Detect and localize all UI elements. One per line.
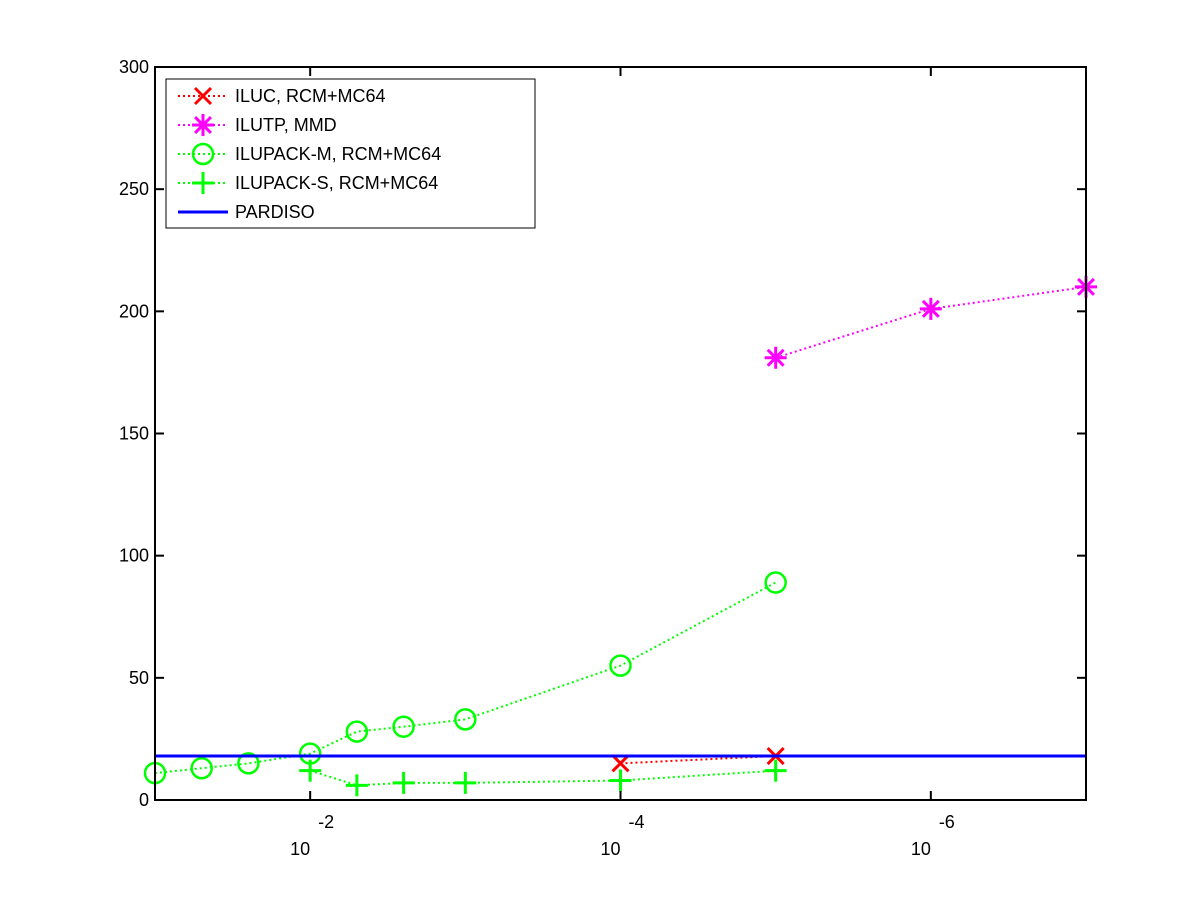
plot-series	[143, 275, 1097, 797]
y-tick-label: 200	[119, 301, 149, 321]
legend-item: ILUPACK-M, RCM+MC64	[178, 142, 441, 166]
series-line	[620, 755, 776, 765]
series-line	[309, 769, 776, 787]
marker-asterisk	[764, 346, 787, 369]
y-tick-label: 50	[129, 668, 149, 688]
y-tick-label: 300	[119, 57, 149, 77]
marker-plus	[392, 771, 415, 794]
y-tick-label: 250	[119, 179, 149, 199]
series-3	[299, 759, 787, 797]
legend-item: PARDISO	[178, 202, 315, 222]
series-0	[611, 746, 785, 773]
x-tick-base: 10	[290, 839, 310, 859]
series-line	[154, 581, 777, 775]
marker-x	[611, 754, 630, 773]
legend-item: ILUTP, MMD	[178, 114, 337, 136]
axis-ticks: 0 50 100 150 200 250 300 -2 10 -4 10 -6 10	[119, 57, 1086, 859]
legend-label: ILUC, RCM+MC64	[235, 86, 386, 106]
marker-circle	[454, 708, 477, 731]
marker-plus	[609, 769, 632, 792]
marker-asterisk	[919, 297, 942, 320]
x-tick-base: 10	[600, 839, 620, 859]
marker-plus	[764, 759, 787, 782]
series-1	[764, 275, 1097, 369]
legend-item: ILUC, RCM+MC64	[178, 86, 386, 106]
marker-plus	[192, 172, 214, 194]
legend-label: ILUTP, MMD	[235, 115, 337, 135]
series-line	[775, 285, 1087, 359]
x-tick-exponent: -4	[628, 812, 644, 832]
legend-item: ILUPACK-S, RCM+MC64	[178, 172, 438, 194]
marker-circle	[345, 720, 369, 743]
marker-circle	[764, 571, 787, 594]
legend: ILUC, RCM+MC64 ILUTP, MMD ILUPACK-M, RCM+M…	[165, 78, 536, 229]
y-tick-label: 100	[119, 546, 149, 566]
x-tick-base: 10	[911, 839, 931, 859]
marker-plus	[345, 774, 368, 797]
x-tick-exponent: -6	[939, 812, 955, 832]
marker-circle	[190, 756, 213, 780]
marker-circle	[191, 142, 215, 166]
legend-label: PARDISO	[235, 202, 315, 222]
legend-label: ILUPACK-M, RCM+MC64	[235, 144, 441, 164]
marker-x	[193, 86, 213, 106]
y-tick-label: 0	[139, 790, 149, 810]
marker-plus	[454, 771, 477, 794]
marker-circle	[609, 654, 632, 677]
legend-label: ILUPACK-S, RCM+MC64	[235, 173, 438, 193]
series-2	[143, 571, 787, 785]
legend-box	[165, 78, 536, 229]
y-tick-label: 150	[119, 424, 149, 444]
marker-plus	[299, 759, 322, 782]
marker-circle	[392, 715, 415, 738]
marker-asterisk	[192, 114, 214, 136]
marker-circle	[237, 752, 260, 775]
x-tick-exponent: -2	[318, 812, 334, 832]
